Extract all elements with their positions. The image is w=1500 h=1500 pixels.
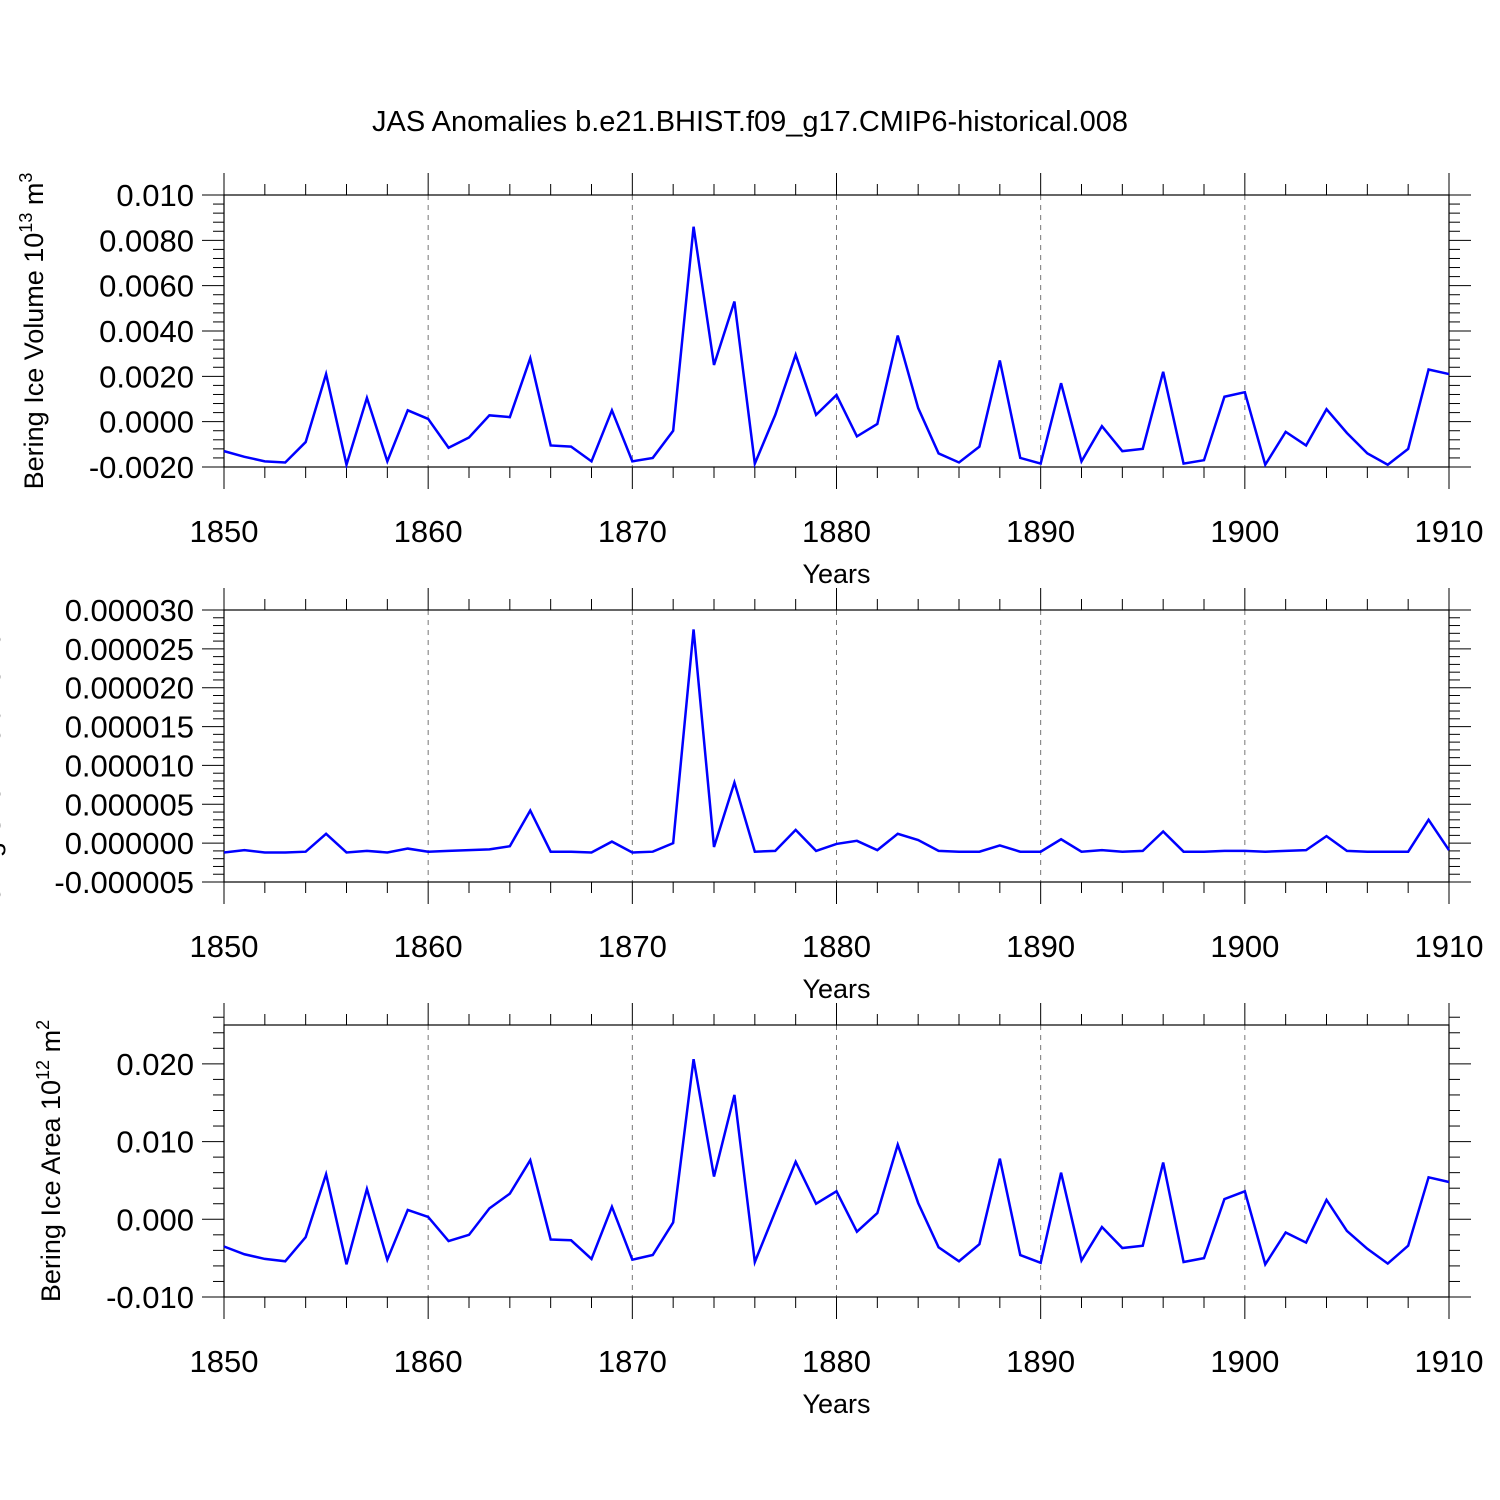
y-axis-label: Bering Ice Area 1012 m2: [33, 1020, 66, 1302]
y-tick-label: 0.0060: [99, 269, 194, 304]
y-tick-label: 0.0080: [99, 223, 194, 258]
y-tick-label: -0.010: [106, 1280, 194, 1315]
x-tick-label: 1900: [1210, 1344, 1279, 1379]
series-line: [223, 629, 1451, 854]
y-tick-label: -0.0020: [89, 450, 194, 485]
y-axis-label-unit-exp: 2: [33, 1020, 53, 1030]
x-tick-label: 1890: [1006, 929, 1075, 964]
x-tick-label: 1890: [1006, 1344, 1075, 1379]
x-tick-label: 1860: [394, 1344, 463, 1379]
x-tick-label: 1910: [1415, 929, 1484, 964]
x-tick-label: 1900: [1210, 514, 1279, 549]
chart-title: JAS Anomalies b.e21.BHIST.f09_g17.CMIP6-…: [372, 106, 1128, 138]
y-axis-label: Bering Snow Volume 1013 m3: [0, 572, 6, 920]
y-tick-label: 0.000025: [65, 632, 194, 667]
y-tick-label: 0.000010: [65, 748, 194, 783]
panels: -0.0020 0.0000 0.0020 0.0040 0.0060 0.0080 0.0…: [0, 173, 1483, 1419]
series-line: [223, 1058, 1450, 1268]
x-tick-label: 1870: [598, 514, 667, 549]
y-tick-label: 0.000005: [65, 787, 194, 822]
y-axis-label-unit-exp: 3: [16, 173, 36, 183]
x-tick-label: 1850: [190, 514, 259, 549]
series-line: [223, 226, 1450, 470]
x-tick-label: 1850: [190, 1344, 259, 1379]
x-axis-label: Years: [802, 1389, 870, 1419]
y-tick-label: 0.0000: [99, 405, 194, 440]
x-tick-label: 1880: [802, 514, 871, 549]
y-tick-label: 0.010: [116, 178, 194, 213]
y-tick-label: 0.010: [116, 1125, 194, 1160]
panel-1: -0.0020 0.0000 0.0020 0.0040 0.0060 0.0080 0.0…: [16, 173, 1483, 589]
x-tick-label: 1900: [1210, 929, 1279, 964]
x-tick-label: 1870: [598, 1344, 667, 1379]
y-axis-label-text: Bering Ice Area 10: [36, 1080, 66, 1302]
x-tick-label: 1880: [802, 1344, 871, 1379]
x-tick-label: 1860: [394, 929, 463, 964]
y-tick-label: 0.000030: [65, 593, 194, 628]
x-tick-label: 1910: [1415, 514, 1484, 549]
y-tick-label: 0.0040: [99, 314, 194, 349]
y-tick-label: 0.020: [116, 1047, 194, 1082]
y-tick-label: 0.0020: [99, 359, 194, 394]
y-tick-label: 0.000015: [65, 710, 194, 745]
y-axis-label-text: Bering Snow Volume 10: [0, 632, 6, 920]
x-tick-label: 1890: [1006, 514, 1075, 549]
x-tick-label: 1910: [1415, 1344, 1484, 1379]
x-tick-label: 1850: [190, 929, 259, 964]
x-tick-label: 1870: [598, 929, 667, 964]
panel-2: -0.000005 0.000000 0.000005 0.0000100.00001…: [0, 572, 1484, 1004]
y-tick-label: 0.000000: [65, 826, 194, 861]
y-axis-label: Bering Ice Volume 1013 m3: [16, 173, 49, 490]
y-axis-label-exp: 12: [33, 1060, 53, 1080]
x-axis-label: Years: [802, 559, 870, 589]
x-axis-label: Years: [802, 974, 870, 1004]
y-tick-label: 0.000: [116, 1202, 194, 1237]
y-axis-label-unit: m: [19, 183, 49, 213]
y-tick-label: -0.000005: [54, 865, 194, 900]
x-tick-label: 1880: [802, 929, 871, 964]
panel-3: -0.010 0.000 0.010 0.020 1850 1860 1870 1880 189…: [33, 1003, 1483, 1419]
y-axis-label-unit: m: [36, 1030, 66, 1060]
y-axis-label-text: Bering Ice Volume 10: [19, 233, 49, 490]
x-tick-label: 1860: [394, 514, 463, 549]
y-axis-label-exp: 13: [16, 213, 36, 233]
y-axis-label-unit: m: [0, 582, 6, 612]
y-tick-label: 0.000020: [65, 671, 194, 706]
